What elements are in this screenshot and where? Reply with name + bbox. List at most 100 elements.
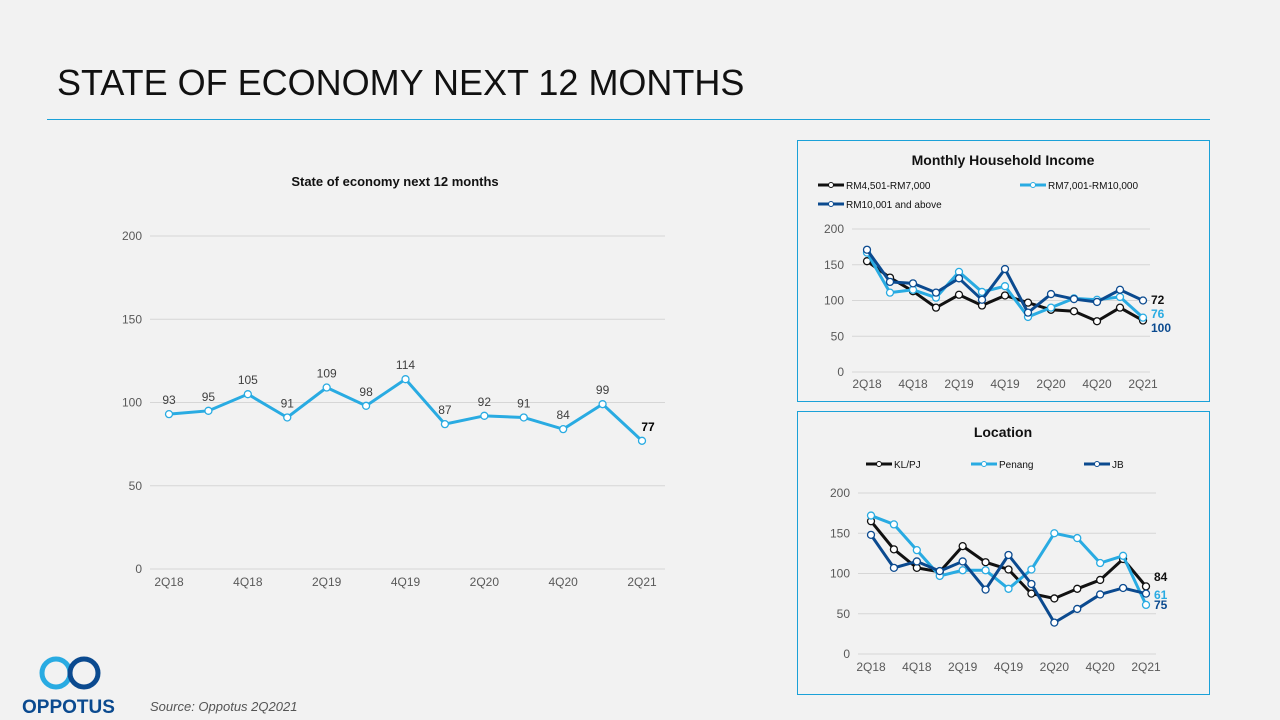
household-income-panel: Monthly Household Income 0 50 100 150 200 2Q18… [797,140,1210,402]
data-point [1027,589,1036,598]
data-point [935,566,944,576]
data-point [322,383,331,392]
data-point [1004,584,1013,593]
y-tick-label: 100 [122,396,142,410]
data-point [1050,529,1059,538]
data-point [912,557,921,566]
data-point [889,563,899,573]
x-tick-label: 2Q21 [1131,660,1161,674]
data-point [866,530,876,540]
data-point [977,287,987,297]
series-line [869,534,1147,625]
household-income-chart: Monthly Household Income 0 50 100 150 200 2Q18… [818,152,1171,391]
data-point [1092,297,1102,307]
data-point [519,413,528,422]
y-tick-label: 200 [122,229,142,243]
x-tick-label: 4Q19 [994,660,1024,674]
data-point [1069,294,1079,304]
x-tick-label: 2Q20 [1040,660,1070,674]
series-line [168,377,644,442]
series-line [865,248,1144,315]
data-label: 99 [596,383,610,397]
data-point [1004,565,1013,574]
data-point [1115,303,1125,312]
x-tick-label: 2Q21 [627,575,657,589]
data-point [480,411,489,420]
data-point [977,295,987,304]
data-point [1096,575,1105,585]
data-point [440,419,450,429]
legend-label: KL/PJ [894,460,921,471]
x-tick-label: 2Q18 [856,660,886,674]
data-point [958,541,967,551]
data-point [889,520,899,529]
x-tick-label: 2Q19 [944,377,974,391]
data-point [931,288,941,297]
data-label: 95 [202,390,216,404]
x-tick-label: 2Q21 [1128,377,1158,391]
y-tick-label: 100 [830,567,850,581]
location-chart: Location 0 50 100 150 200 2Q18 4Q18 2Q19 4Q19 2Q20… [830,424,1168,674]
data-point [1000,291,1010,300]
data-point [954,274,964,283]
data-label: 91 [517,396,531,410]
x-tick-label: 2Q19 [312,575,342,589]
page-title: STATE OF ECONOMY NEXT 12 MONTHS [57,62,745,103]
legend-label: JB [1112,460,1124,471]
legend-marker [981,461,987,467]
data-point [958,566,967,575]
logo-text: OPPOTUS [22,697,115,715]
data-point [1000,264,1010,274]
x-tick-label: 4Q20 [1082,377,1112,391]
x-tick-label: 4Q19 [391,575,421,589]
data-label: 91 [281,396,295,410]
x-tick-label: 2Q19 [948,660,978,674]
chart-title: Location [974,424,1032,440]
end-data-label: 84 [1154,570,1168,584]
main-chart: State of economy next 12 months 0 50 100 150… [122,174,665,589]
y-tick-label: 200 [830,486,850,500]
legend-label: RM7,001-RM10,000 [1048,181,1138,192]
data-point [1046,289,1056,299]
logo-rings-icon: OPPOTUS [22,656,115,718]
data-point [1073,604,1082,614]
y-tick-label: 50 [831,329,845,343]
data-point [1073,533,1082,543]
data-label: 114 [396,358,415,372]
data-point [885,288,895,297]
data-point [1118,551,1128,560]
data-point [1092,317,1102,326]
data-point [1096,590,1105,599]
oppotus-logo: OPPOTUS [20,655,120,720]
data-label: 84 [556,408,570,422]
x-tick-label: 2Q18 [852,377,882,391]
x-tick-label: 4Q18 [898,377,928,391]
end-data-label: 76 [1151,307,1165,321]
data-point [598,400,607,409]
data-point [1000,282,1010,291]
data-point [862,245,872,254]
y-tick-label: 150 [824,258,844,272]
data-point [931,303,941,312]
y-tick-label: 0 [837,365,844,379]
chart-title: Monthly Household Income [912,152,1095,168]
data-point [1141,589,1151,598]
x-tick-label: 2Q20 [1036,377,1066,391]
location-panel: Location 0 50 100 150 200 2Q18 4Q18 2Q19 4Q19 2Q20… [797,411,1210,695]
data-point [1096,558,1105,568]
data-point [283,413,292,422]
data-point [1050,594,1059,603]
legend-label: RM10,001 and above [846,200,942,211]
data-point [164,410,174,419]
end-data-label: 61 [1154,588,1168,602]
data-point [1004,550,1013,560]
data-point [1027,579,1036,589]
data-point [889,545,899,554]
data-point [1027,565,1036,574]
x-tick-label: 4Q20 [548,575,578,589]
data-point [1138,313,1148,322]
data-point [204,406,213,415]
y-tick-label: 100 [824,294,844,308]
data-point [559,424,568,434]
data-point [981,558,990,567]
